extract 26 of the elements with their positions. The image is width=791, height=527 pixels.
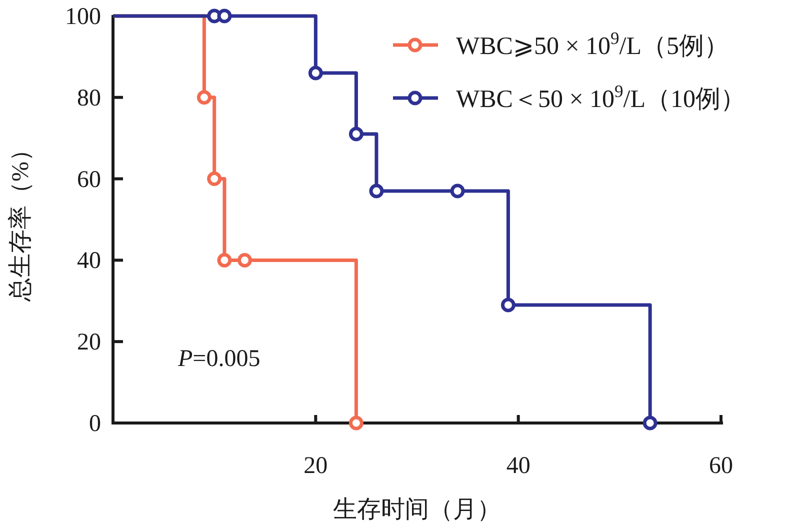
point bbox=[237, 252, 252, 268]
legend-label: WBC⩾50 × 10$^{9}$/L（5例） bbox=[456, 28, 730, 60]
point bbox=[217, 8, 232, 24]
point bbox=[308, 66, 323, 80]
annotation: P=0.005 bbox=[177, 346, 260, 372]
y-tick-label: 60 bbox=[77, 166, 101, 193]
y-tick-label: 80 bbox=[77, 85, 101, 112]
point bbox=[196, 90, 212, 105]
point bbox=[348, 126, 364, 142]
y-tick-label: 100 bbox=[65, 4, 101, 30]
point bbox=[500, 298, 516, 312]
point bbox=[348, 416, 364, 430]
point bbox=[217, 252, 232, 268]
x-tick-label: 40 bbox=[506, 453, 530, 479]
x-tick-label: 60 bbox=[709, 453, 733, 479]
legend-label: WBC＜50 × 10$^{9}$/L（10例） bbox=[456, 81, 746, 113]
y-tick-label: 40 bbox=[77, 248, 101, 274]
point bbox=[642, 416, 658, 430]
y-tick-label: 20 bbox=[77, 330, 101, 356]
x-tick-label: 20 bbox=[304, 453, 328, 479]
point bbox=[450, 184, 465, 198]
point bbox=[207, 172, 222, 186]
point bbox=[369, 184, 384, 198]
y-tick-label: 0 bbox=[89, 411, 101, 437]
y-axis-title: 总生存率（%） bbox=[7, 138, 34, 302]
x-axis-title: 生存时间（月） bbox=[333, 497, 501, 523]
